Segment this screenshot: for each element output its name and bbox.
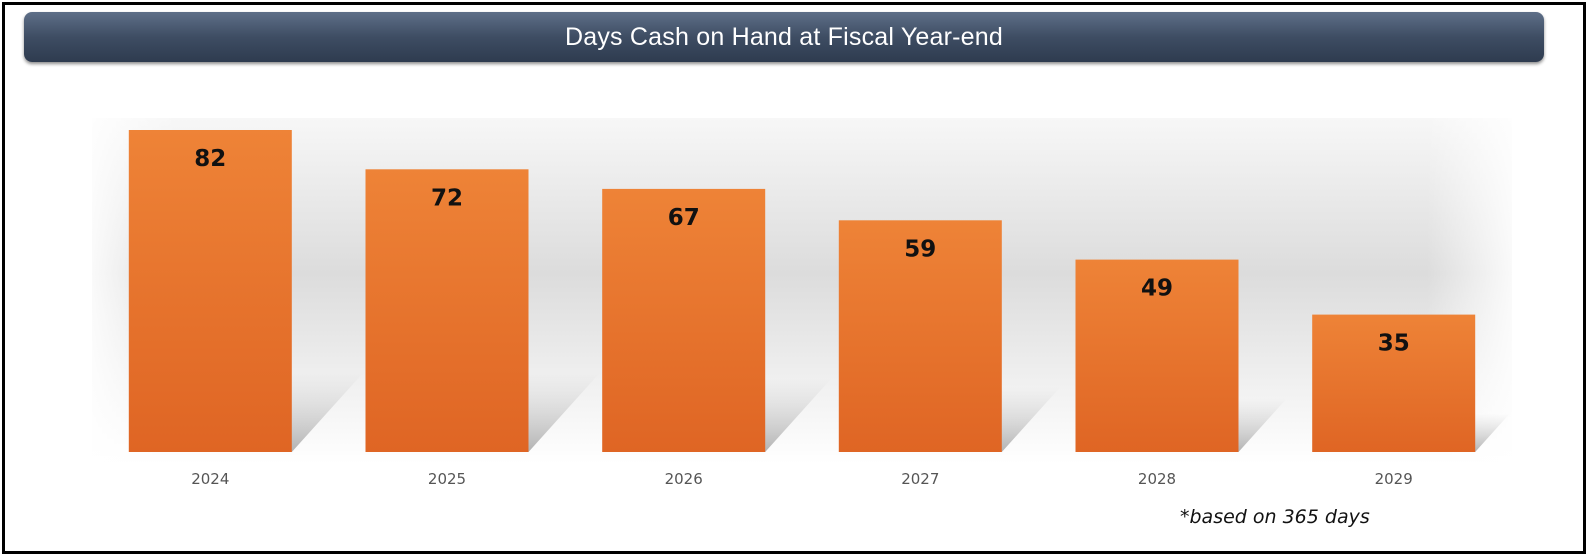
title-bar: Days Cash on Hand at Fiscal Year-end [24,12,1544,62]
x-tick-label-2027: 2027 [901,470,939,488]
bars [128,130,1476,453]
data-labels: 82 72 67 59 49 35 [194,146,1409,357]
footnote: *based on 365 days [1180,506,1370,528]
bar-2028 [1075,259,1239,452]
x-tick-label-2026: 2026 [665,470,703,488]
bar-2027 [838,220,1002,452]
data-label-2025: 72 [431,185,463,211]
data-label-2029: 35 [1378,331,1410,357]
data-label-2026: 67 [668,205,700,231]
data-label-2024: 82 [194,146,226,172]
chart-title: Days Cash on Hand at Fiscal Year-end [565,22,1003,51]
bar-2026 [602,188,766,452]
data-label-2028: 49 [1141,276,1173,302]
bar-2024 [128,130,292,452]
data-label-2027: 59 [904,236,936,262]
x-tick-label-2025: 2025 [428,470,466,488]
bar-2025 [365,169,529,453]
x-tick-label-2024: 2024 [191,470,229,488]
bar-2029 [1312,314,1476,452]
x-tick-label-2028: 2028 [1138,470,1176,488]
x-tick-label-2029: 2029 [1375,470,1413,488]
x-axis-ticks: 2024 2025 2026 2027 2028 2029 [191,470,1413,488]
